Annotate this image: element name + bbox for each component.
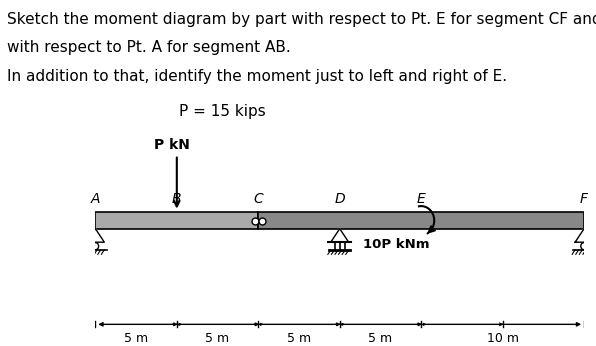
Bar: [258, 212, 584, 229]
Circle shape: [581, 243, 587, 250]
Text: 5 m: 5 m: [206, 333, 229, 345]
Text: Sketch the moment diagram by part with respect to Pt. E for segment CF and: Sketch the moment diagram by part with r…: [7, 12, 596, 27]
Text: F: F: [580, 192, 588, 206]
Bar: [95, 212, 258, 229]
Polygon shape: [331, 229, 349, 242]
Text: D: D: [334, 192, 345, 206]
Polygon shape: [86, 229, 104, 242]
Text: P = 15 kips: P = 15 kips: [179, 104, 266, 119]
Text: A: A: [91, 192, 100, 206]
Text: In addition to that, identify the moment just to left and right of E.: In addition to that, identify the moment…: [7, 69, 507, 84]
Text: with respect to Pt. A for segment AB.: with respect to Pt. A for segment AB.: [7, 40, 291, 55]
Circle shape: [92, 243, 98, 250]
Text: 10P kNm: 10P kNm: [364, 238, 430, 251]
Text: 5 m: 5 m: [124, 333, 148, 345]
Text: 5 m: 5 m: [287, 333, 311, 345]
Polygon shape: [575, 229, 593, 242]
Text: 5 m: 5 m: [368, 333, 393, 345]
Text: 10 m: 10 m: [486, 333, 519, 345]
Text: C: C: [253, 192, 263, 206]
Text: B: B: [172, 192, 182, 206]
Text: E: E: [417, 192, 426, 206]
Text: P kN: P kN: [154, 138, 190, 152]
